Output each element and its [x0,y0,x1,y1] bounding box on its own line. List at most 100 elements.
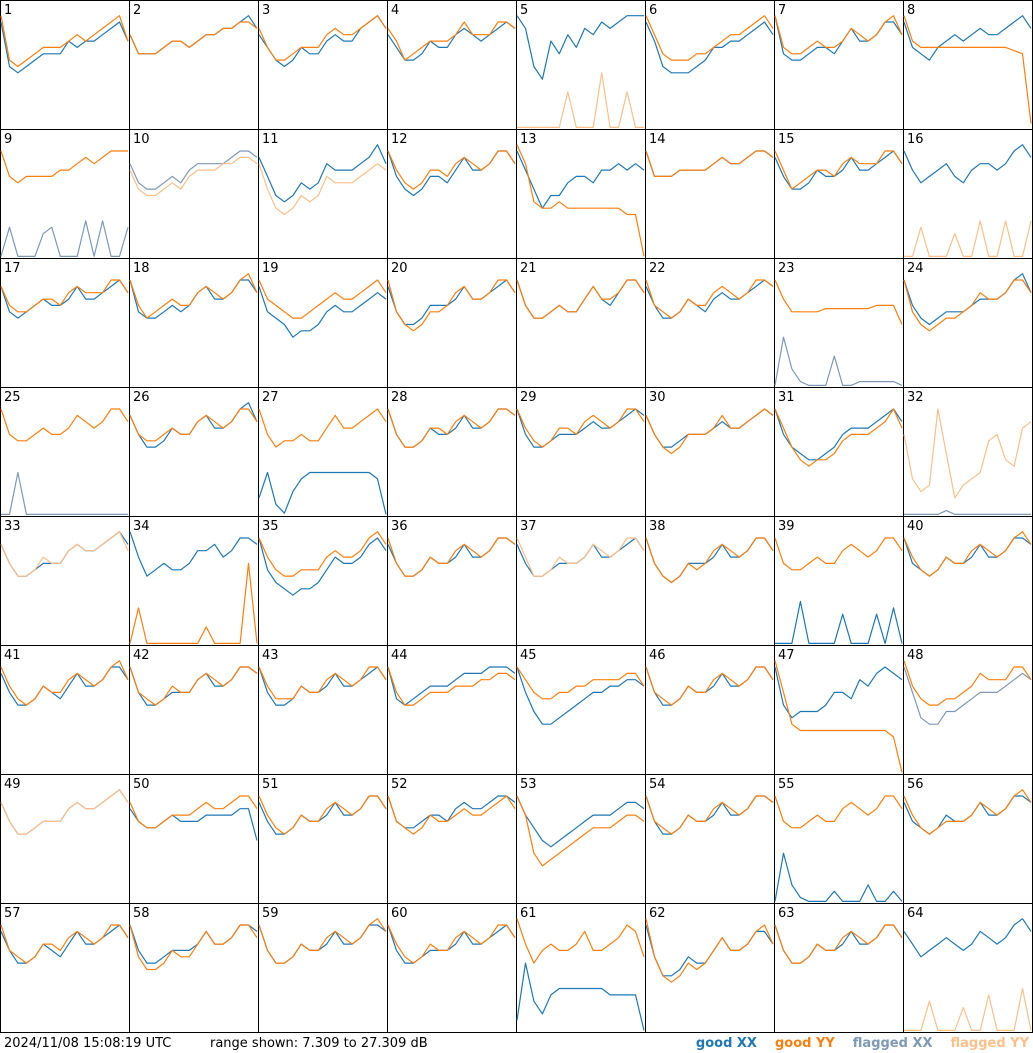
panel-number: 62 [649,906,666,921]
panel-number: 56 [907,777,924,792]
spectrum-line [903,279,1032,332]
panel-frame [387,129,517,259]
spectrum-line [1,471,128,516]
spectrum-line [903,531,1032,577]
panel-number: 22 [649,261,666,276]
spectrum-line [129,562,258,645]
panel-number: 18 [133,261,150,276]
panel-frame [387,774,517,904]
panel-number: 26 [133,390,150,405]
spectrum-line [387,21,516,61]
spectrum-line [0,279,129,319]
panel-frame [516,129,646,259]
panel-number: 14 [649,132,666,147]
spectrum-line [0,408,129,442]
panel-frame [387,0,517,130]
panel-number: 15 [778,132,795,147]
spectrum-line [774,408,903,467]
spectrum-line [774,666,903,719]
panel-frame [903,258,1033,388]
panel-frame [258,387,388,517]
spectrum-line [129,21,258,55]
panel-number: 24 [907,261,924,276]
legend-entry: good YY [774,1036,835,1051]
panel-frame [129,387,259,517]
spectrum-line [645,150,774,177]
panel-frame [645,516,775,646]
panel-frame [516,0,646,130]
panel-number: 20 [391,261,408,276]
spectrum-line [387,21,516,61]
spectrum-line [0,924,129,964]
spectrum-line [774,537,903,571]
legend-entry: flagged XX [852,1036,933,1051]
range-sep: to [343,1036,357,1051]
panel-number: 57 [4,906,21,921]
panel-frame [774,258,904,388]
panel-frame [387,645,517,775]
panel-frame [903,387,1033,517]
panel-frame [0,129,130,259]
spectrum-line [774,660,903,773]
spectrum-line [258,408,387,448]
spectrum-line [774,924,903,964]
spectrum-line [258,163,387,216]
spectrum-line [516,144,645,257]
panel-frame [258,516,388,646]
spectrum-line [516,918,645,964]
spectrum-line [387,666,516,706]
panel-number: 31 [778,390,795,405]
spectrum-line [645,15,774,61]
spectrum-line [258,144,387,203]
panel-frame [645,645,775,775]
panel-number: 59 [262,906,279,921]
spectrum-line [0,279,129,313]
panel-number: 37 [520,519,537,534]
spectrum-line [258,795,387,835]
spectrum-line [645,666,774,706]
panel-number: 1 [4,3,12,18]
panel-number: 33 [4,519,21,534]
panel-frame [258,645,388,775]
panel-number: 28 [391,390,408,405]
panel-frame [903,0,1033,130]
spectrum-line [645,279,774,319]
spectrum-line [0,789,129,835]
spectrum-line [774,150,903,190]
spectrum-line [904,510,1031,516]
spectrum-line [774,795,903,829]
spectrum-line [903,15,1032,61]
spectrum-line [129,273,258,319]
spectrum-line [903,408,1032,499]
panel-frame [387,258,517,388]
panel-number: 19 [262,261,279,276]
spectrum-line [258,531,387,577]
range-unit: dB [410,1036,428,1051]
spectrum-line [387,279,516,332]
panel-number: 51 [262,777,279,792]
panel-number: 35 [262,519,279,534]
spectrum-line [258,918,387,964]
panel-number: 44 [391,648,408,663]
panel-number: 50 [133,777,150,792]
spectrum-line [774,336,903,386]
spectrum-line [258,471,387,515]
spectrum-line [645,795,774,835]
panel-frame [258,258,388,388]
spectrum-line [516,15,644,80]
spectrum-line [387,408,516,448]
panel-number: 32 [907,390,924,405]
spectrum-line [516,666,645,700]
panel-frame [0,0,130,130]
spectrum-line [645,408,774,455]
spectrum-line [516,795,645,848]
panel-number: 63 [778,906,795,921]
spectrum-line [387,795,516,835]
panel-frame [0,258,130,388]
panel-number: 6 [649,3,657,18]
panel-frame [387,516,517,646]
panel-number: 34 [133,519,150,534]
panel-frame [258,0,388,130]
spectrum-line [129,924,258,971]
panel-number: 64 [907,906,924,921]
